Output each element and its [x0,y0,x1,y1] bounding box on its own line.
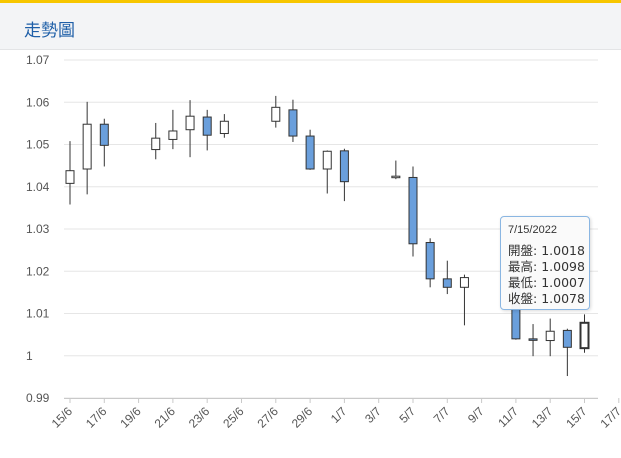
candle [305,129,315,170]
y-tick-label: 0.99 [26,391,50,405]
candle [202,109,212,151]
candle [288,99,298,142]
candle [65,141,75,205]
candle-body [99,123,109,146]
candle [168,109,178,150]
x-tick-label: 25/6 [220,404,247,431]
candle-body [271,106,281,122]
candle-body [545,330,555,342]
tooltip-close: 收盤: 1.0078 [508,291,585,306]
x-tick-label: 17/7 [598,404,621,431]
candle [391,160,401,180]
candle-body [408,176,418,245]
candle [99,118,109,167]
y-tick-label: 1.02 [26,264,50,278]
y-tick-label: 1 [26,349,33,363]
candle [339,148,349,202]
tooltip-low-value: 1.0007 [541,275,585,290]
candle [151,122,161,160]
candle-body [425,242,435,280]
y-tick-label: 1.07 [26,53,50,67]
x-tick-label: 23/6 [186,404,213,431]
accent-bar [0,0,621,3]
x-tick-label: 19/6 [117,404,144,431]
candle [545,318,555,357]
x-tick-label: 27/6 [255,404,282,431]
x-tick-label: 7/7 [431,404,453,426]
tooltip-high-value: 1.0098 [541,259,585,274]
candle-body [459,277,469,288]
y-tick-label: 1.04 [26,180,50,194]
tooltip-open: 開盤: 1.0018 [508,243,585,258]
candle [322,150,332,194]
tooltip-high-label: 最高 [508,259,534,274]
candle-body [219,120,229,135]
x-tick-label: 17/6 [83,404,110,431]
y-tick-label: 1.01 [26,307,50,321]
chart-header: 走勢圖 [0,3,621,50]
candle [528,324,538,357]
candle-body [339,150,349,183]
candle [219,114,229,138]
candle [185,100,195,158]
tooltip-low: 最低: 1.0007 [508,275,585,290]
tooltip-high: 最高: 1.0098 [508,259,585,274]
tooltip-open-value: 1.0018 [541,243,585,258]
x-tick-label: 13/7 [529,404,556,431]
x-tick-label: 21/6 [152,404,179,431]
candle [82,101,92,195]
x-tick-label: 11/7 [495,404,521,430]
candle [425,238,435,288]
chart-title: 走勢圖 [24,21,75,41]
x-tick-label: 15/6 [49,404,76,431]
candle-body [185,115,195,131]
x-tick-label: 3/7 [362,404,384,426]
x-tick-label: 5/7 [396,404,418,426]
candle [442,260,452,295]
candle-body [168,130,178,140]
candles [65,95,590,377]
x-axis: 15/6 17/6 19/6 21/6 23/6 25/6 27/6 29/6 1/7 3/7 5/… [49,398,621,431]
candle-body [202,116,212,136]
candle-body [305,135,315,170]
candle-body [82,123,92,170]
candle [459,274,469,326]
candle-body [442,278,452,288]
candle-body [579,321,590,350]
y-tick-label: 1.06 [26,95,50,109]
tooltip-close-value: 1.0078 [541,291,585,306]
y-tick-label: 1.03 [26,222,50,236]
x-tick-label: 29/6 [289,404,316,431]
candle-body [65,170,75,184]
candle-body [322,150,332,170]
x-tick-label: 9/7 [465,404,487,426]
y-tick-label: 1.05 [26,138,50,152]
candle-body [391,175,401,179]
candle [408,166,418,257]
candle [562,328,572,377]
candle-body [288,109,298,137]
tooltip-open-label: 開盤 [508,243,534,258]
x-tick-label: 15/7 [563,404,590,431]
tooltip-close-label: 收盤 [508,291,534,306]
tooltip-low-label: 最低 [508,275,534,290]
y-axis: 1.07 1.06 1.05 1.04 1.03 1.02 1.01 1 0.99 [26,53,50,405]
candle-body [151,137,161,151]
candle-tooltip: 7/15/2022 開盤: 1.0018 最高: 1.0098 最低: 1.00… [500,216,590,310]
candle [579,314,590,353]
candle-body [562,329,572,348]
tooltip-date: 7/15/2022 [508,224,557,236]
candle-body [528,338,538,341]
x-tick-label: 1/7 [328,404,350,426]
candle [271,95,281,128]
